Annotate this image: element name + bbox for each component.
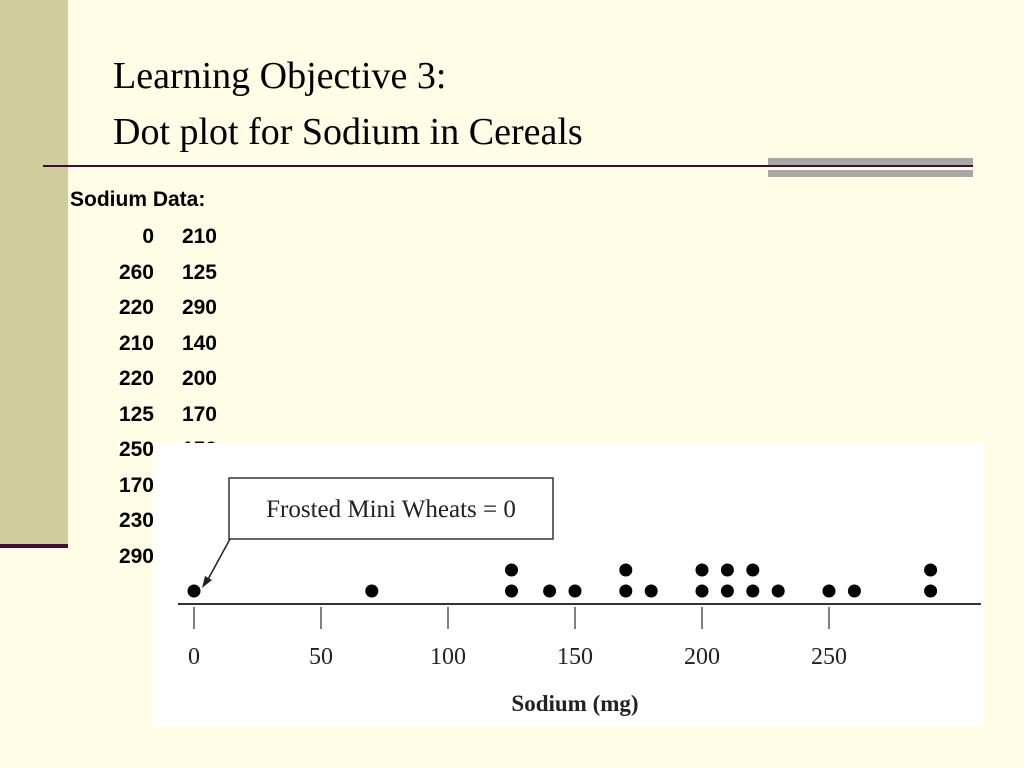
data-point — [619, 584, 633, 598]
data-point — [365, 584, 379, 598]
data-point — [695, 584, 709, 598]
data-row: 125 170 — [96, 397, 217, 433]
x-tick-label: 250 — [811, 644, 847, 670]
x-tick-label: 200 — [684, 644, 720, 670]
data-point — [187, 584, 201, 598]
data-cell-left: 290 — [118, 544, 154, 568]
x-tick-label: 100 — [430, 644, 466, 670]
data-cell-right: 200 — [181, 367, 217, 390]
data-row: 210 140 — [96, 326, 217, 362]
data-cell-left: 210 — [118, 331, 154, 355]
dot-plot-panel: 0 50 100 150 200 250 Sodium (mg) Frosted Mini W… — [153, 443, 983, 727]
data-cell-left: 125 — [118, 402, 154, 426]
data-point — [822, 584, 836, 598]
x-tick-label: 0 — [188, 644, 200, 670]
data-point — [505, 584, 518, 598]
annotation-arrow-head — [202, 576, 212, 588]
data-point — [543, 584, 557, 598]
data-point — [746, 563, 760, 577]
data-cell-left: 260 — [118, 260, 154, 284]
data-point — [695, 563, 709, 577]
data-point — [924, 563, 938, 577]
dot-plot: 0 50 100 150 200 250 Sodium (mg) Frosted Mini W… — [178, 477, 981, 716]
annotation-text: Frosted Mini Wheats = 0 — [266, 496, 516, 523]
data-row: 0 210 — [96, 219, 217, 255]
data-point — [746, 584, 760, 598]
title-divider — [43, 165, 973, 167]
data-cell-left: 250 — [118, 438, 154, 461]
accent-bar-top — [768, 158, 973, 165]
data-cell-left: 220 — [118, 296, 154, 319]
data-cell-right: 140 — [181, 331, 217, 355]
annotation-box — [228, 477, 554, 540]
data-cell-right: 125 — [181, 260, 217, 284]
data-point — [847, 584, 861, 598]
x-axis-label: Sodium (mg) — [511, 691, 638, 716]
x-tick-label: 50 — [309, 644, 333, 670]
title-line-2: Dot plot for Sodium in Cereals — [113, 111, 583, 153]
slide-title: Learning Objective 3: Dot plot for Sodiu… — [113, 48, 933, 160]
data-point — [619, 563, 633, 577]
data-cell-right: 170 — [181, 402, 217, 426]
data-cell-left: 170 — [118, 473, 154, 497]
annotation-arrow-line — [205, 538, 231, 584]
data-point — [720, 563, 734, 577]
data-point — [505, 563, 518, 577]
data-point — [924, 584, 938, 598]
data-point — [644, 584, 658, 598]
x-tick-label: 150 — [557, 644, 593, 670]
sodium-data-heading: Sodium Data: — [70, 188, 206, 211]
data-cell-left: 0 — [142, 225, 154, 248]
data-cell-right: 290 — [181, 296, 217, 319]
data-cell-right: 210 — [181, 225, 217, 248]
left-decorative-bar — [0, 0, 68, 546]
data-point — [771, 584, 785, 598]
data-point — [720, 584, 734, 598]
data-cell-left: 220 — [118, 367, 154, 390]
data-cell-left: 230 — [118, 509, 154, 532]
data-row: 220 290 — [96, 290, 217, 326]
data-point — [568, 584, 582, 598]
data-row: 220 200 — [96, 361, 217, 397]
data-row: 260 125 — [96, 255, 217, 291]
accent-bar-bottom — [768, 170, 973, 177]
title-line-1: Learning Objective 3: — [113, 55, 447, 97]
left-bar-rule — [0, 544, 68, 548]
